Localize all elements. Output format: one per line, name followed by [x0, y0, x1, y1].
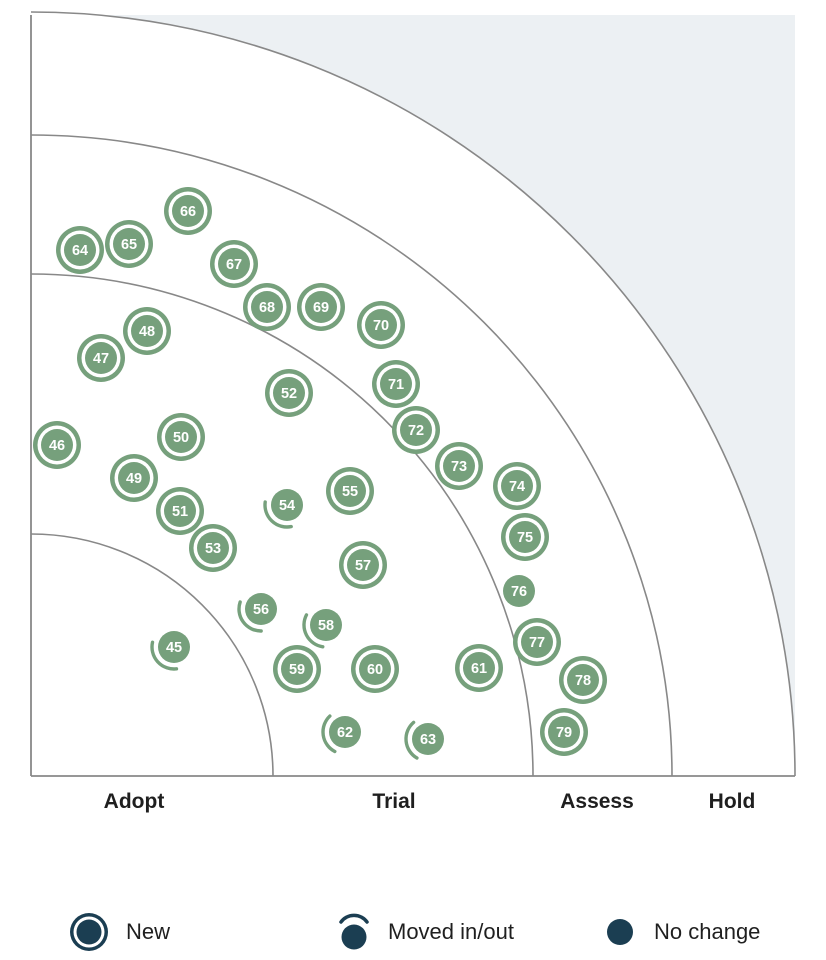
blip-49[interactable]: 49: [110, 454, 158, 502]
blip-73[interactable]: 73: [435, 442, 483, 490]
blip-58[interactable]: 58: [302, 609, 342, 649]
blip-72[interactable]: 72: [392, 406, 440, 454]
blip-number: 74: [509, 479, 525, 495]
blip-number: 53: [205, 541, 221, 557]
blip-number: 66: [180, 204, 196, 220]
blip-74[interactable]: 74: [493, 462, 541, 510]
blip-67[interactable]: 67: [210, 240, 258, 288]
blip-number: 60: [367, 662, 383, 678]
blip-number: 52: [281, 386, 297, 402]
blip-number: 64: [72, 243, 88, 259]
blip-68[interactable]: 68: [243, 283, 291, 331]
legend-item-new: New: [68, 912, 170, 952]
blip-48[interactable]: 48: [123, 307, 171, 355]
blip-79[interactable]: 79: [540, 708, 588, 756]
blip-number: 71: [388, 377, 404, 393]
blip-number: 51: [172, 504, 188, 520]
blip-56[interactable]: 56: [237, 593, 277, 633]
moved-indicator-arc: [404, 720, 419, 760]
ring-label-assess: Assess: [560, 790, 634, 813]
blip-54[interactable]: 54: [263, 489, 303, 529]
legend-item-moved: Moved in/out: [336, 912, 514, 952]
moved-indicator-arc: [321, 714, 337, 754]
blip-number: 73: [451, 459, 467, 475]
blip-number: 78: [575, 673, 591, 689]
blip-64[interactable]: 64: [56, 226, 104, 274]
blip-number: 57: [355, 558, 371, 574]
no-change-blip-icon: [607, 919, 633, 945]
blip-number: 49: [126, 471, 142, 487]
blip-46[interactable]: 46: [33, 421, 81, 469]
ring-label-adopt: Adopt: [103, 790, 165, 813]
tech-radar: 45 46 47 48 49 50 51 52 53 54 55 56 57 58 59 60 61 62 63 64…: [30, 11, 796, 777]
blip-63[interactable]: 63: [404, 720, 444, 760]
blip-number: 77: [529, 635, 545, 651]
blip-number: 69: [313, 300, 329, 316]
blip-number: 59: [289, 662, 305, 678]
blip-number: 61: [471, 661, 487, 677]
blip-45[interactable]: 45: [150, 631, 190, 671]
blip-59[interactable]: 59: [273, 645, 321, 693]
ring-label-trial: Trial: [372, 790, 416, 813]
blip-number: 50: [173, 430, 189, 446]
blip-number: 55: [342, 484, 358, 500]
blip-50[interactable]: 50: [157, 413, 205, 461]
blip-number: 79: [556, 725, 572, 741]
blip-51[interactable]: 51: [156, 487, 204, 535]
legend-item-no-change: No change: [604, 912, 760, 952]
blip-77[interactable]: 77: [513, 618, 561, 666]
radar-blips: 45 46 47 48 49 50 51 52 53 54 55 56 57 58 59 60 61 62 63 64…: [33, 187, 607, 760]
ring-arc-assess: [30, 134, 673, 777]
legend-label-moved: Moved in/out: [388, 919, 514, 944]
blip-number: 67: [226, 257, 242, 273]
blip-number: 70: [373, 318, 389, 334]
moved-indicator-arc: [263, 500, 293, 529]
blip-number: 47: [93, 351, 109, 367]
blip-number: 68: [259, 300, 275, 316]
blip-number: 62: [337, 725, 353, 741]
blip-52[interactable]: 52: [265, 369, 313, 417]
blip-75[interactable]: 75: [501, 513, 549, 561]
moved-indicator-arc: [302, 613, 325, 649]
blip-number: 46: [49, 438, 65, 454]
blip-70[interactable]: 70: [357, 301, 405, 349]
blip-number: 72: [408, 423, 424, 439]
blip-number: 76: [511, 584, 527, 600]
blip-62[interactable]: 62: [321, 714, 361, 754]
ring-arc-hold: [30, 11, 796, 777]
blip-78[interactable]: 78: [559, 656, 607, 704]
blip-55[interactable]: 55: [326, 467, 374, 515]
blip-60[interactable]: 60: [351, 645, 399, 693]
blip-number: 54: [279, 498, 295, 514]
blip-number: 56: [253, 602, 269, 618]
ring-arc-trial: [30, 273, 534, 777]
blip-number: 58: [318, 618, 334, 634]
blip-47[interactable]: 47: [77, 334, 125, 382]
blip-65[interactable]: 65: [105, 220, 153, 268]
legend-label-new: New: [126, 919, 171, 944]
blip-number: 63: [420, 732, 436, 748]
ring-label-hold: Hold: [708, 790, 756, 813]
moved-indicator-arc: [237, 600, 263, 633]
blip-number: 45: [166, 640, 182, 656]
moved-blip-icon: [339, 913, 369, 950]
new-blip-icon: [70, 913, 108, 951]
blip-61[interactable]: 61: [455, 644, 503, 692]
blip-71[interactable]: 71: [372, 360, 420, 408]
ring-arc-adopt: [30, 533, 274, 777]
blip-69[interactable]: 69: [297, 283, 345, 331]
blip-number: 48: [139, 324, 155, 340]
legend-label-no-change: No change: [654, 919, 761, 944]
blip-number: 65: [121, 237, 137, 253]
blip-57[interactable]: 57: [339, 541, 387, 589]
blip-66[interactable]: 66: [164, 187, 212, 235]
moved-indicator-arc: [150, 640, 179, 671]
blip-number: 75: [517, 530, 533, 546]
legend: New Moved in/out No change: [0, 912, 826, 952]
blip-76[interactable]: 76: [503, 575, 535, 607]
blip-53[interactable]: 53: [189, 524, 237, 572]
